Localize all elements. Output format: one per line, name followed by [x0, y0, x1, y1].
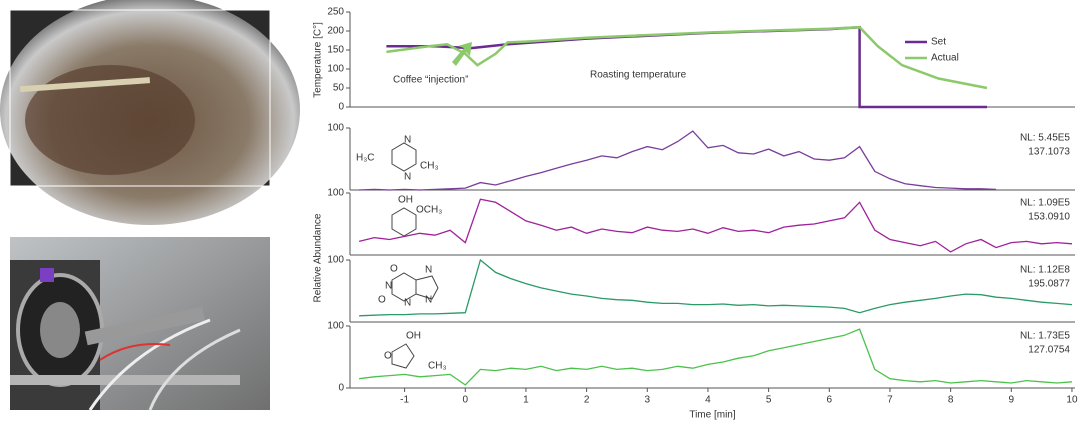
structure-label: O: [384, 351, 392, 362]
ion-mass: 137.1073: [1028, 147, 1070, 158]
x-tick-label: 6: [827, 395, 833, 406]
x-tick-label: -1: [400, 395, 409, 406]
x-tick-label: 0: [462, 395, 468, 406]
normalization-level: NL: 5.45E5: [1020, 133, 1070, 144]
y-axis-label: Relative Abundance: [313, 213, 324, 302]
annotation: Roasting temperature: [590, 70, 687, 81]
legend-label: Set: [931, 37, 946, 48]
structure-label: O: [390, 264, 398, 275]
structure-label: CH₃: [420, 161, 439, 172]
x-tick-label: 8: [948, 395, 954, 406]
y-tick-label: 150: [327, 45, 344, 56]
ion-mass: 127.0754: [1028, 345, 1070, 356]
y-tick-label: 0: [338, 383, 344, 394]
normalization-level: NL: 1.73E5: [1020, 331, 1070, 342]
y-axis-label: Temperature [C°]: [313, 22, 324, 98]
ion-trace: [359, 131, 996, 190]
y-tick-label: 50: [333, 83, 345, 94]
ion-mass: 195.0877: [1028, 279, 1070, 290]
x-tick-label: 2: [584, 395, 590, 406]
y-tick-label: 0: [338, 102, 344, 113]
structure-label: CH₃: [428, 361, 447, 372]
ion-trace: [359, 199, 1072, 252]
photo-lab-setup: [10, 237, 270, 410]
structure-label: N: [425, 265, 432, 276]
x-tick-label: 7: [887, 395, 893, 406]
ion-mass: 153.0910: [1028, 212, 1070, 223]
normalization-level: NL: 1.12E8: [1020, 265, 1070, 276]
structure-label: N: [404, 172, 411, 183]
structure-label: N: [404, 298, 411, 309]
x-tick-label: 10: [1066, 395, 1078, 406]
normalization-level: NL: 1.09E5: [1020, 198, 1070, 209]
temperature-line: [386, 27, 987, 107]
x-tick-label: 4: [705, 395, 711, 406]
y-tick-label: 200: [327, 26, 344, 37]
annotation: Coffee “injection”: [393, 75, 468, 86]
y-tick-label: 250: [327, 7, 344, 18]
x-tick-label: 5: [766, 395, 772, 406]
y-tick-label: 100: [327, 123, 344, 134]
structure-label: OH: [398, 195, 413, 206]
legend-label: Actual: [931, 53, 959, 64]
annotation-arrow: [452, 42, 472, 66]
structure-label: N: [385, 281, 392, 292]
x-tick-label: 1: [523, 395, 529, 406]
figure: 050100150200250Temperature [C°]SetActual…: [0, 0, 1082, 423]
structure-label: OH: [406, 331, 421, 342]
structure-label: OCH₃: [416, 205, 442, 216]
y-tick-label: 100: [327, 188, 344, 199]
structure-label: N: [425, 295, 432, 306]
ion-trace: [359, 329, 1072, 385]
x-axis-label: Time [min]: [689, 410, 736, 421]
x-tick-label: 9: [1009, 395, 1015, 406]
y-tick-label: 100: [327, 64, 344, 75]
y-tick-label: 100: [327, 321, 344, 332]
y-tick-label: 100: [327, 255, 344, 266]
photo-roaster-drum: [0, 0, 300, 225]
ion-trace: [359, 260, 1072, 316]
structure-label: N: [404, 135, 411, 146]
structure-label: O: [378, 295, 386, 306]
temperature-line: [386, 27, 987, 88]
structure-label: H₃C: [356, 153, 375, 164]
x-tick-label: 3: [644, 395, 650, 406]
